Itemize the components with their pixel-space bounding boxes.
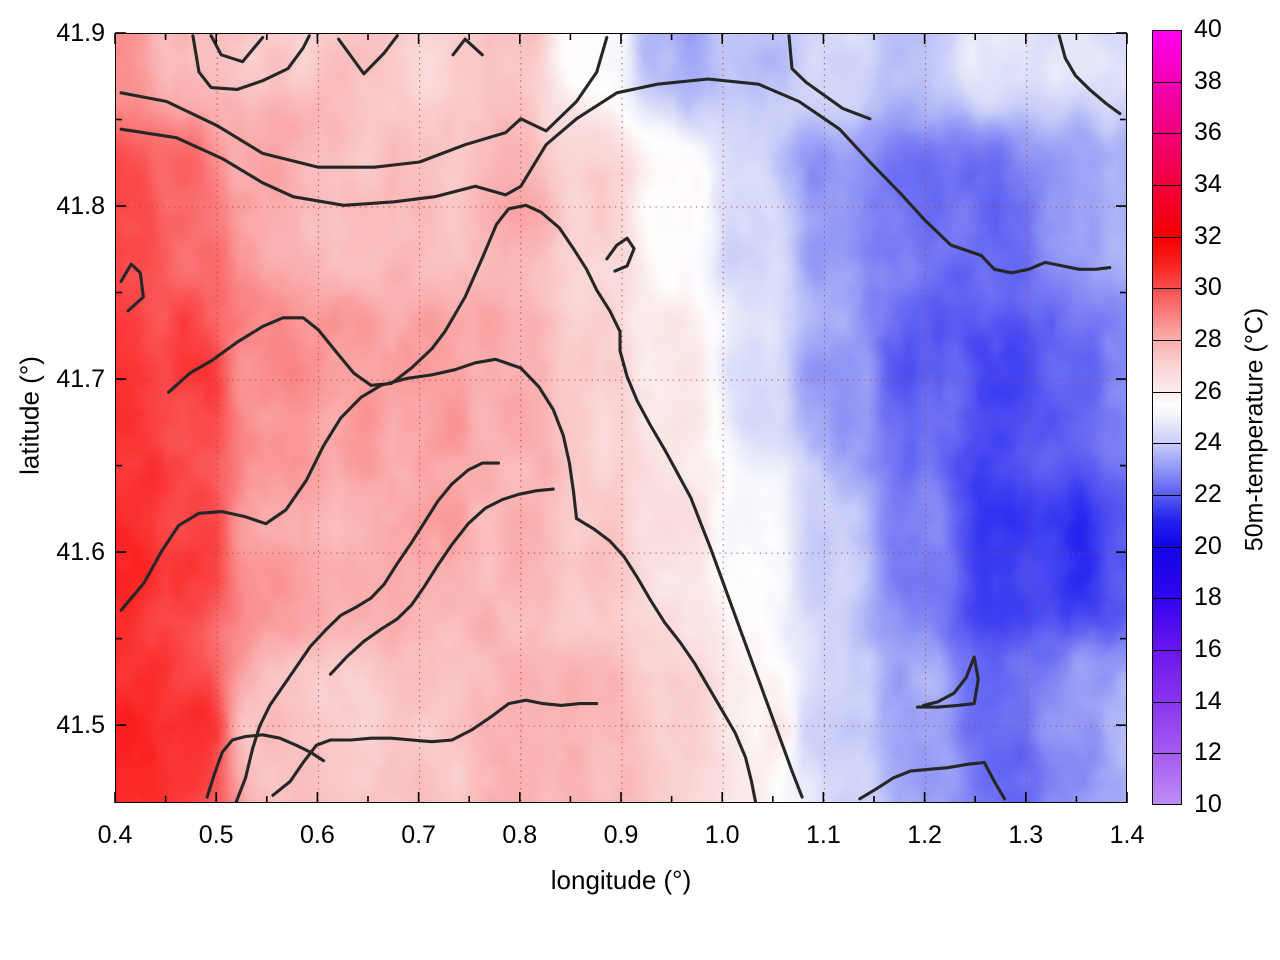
y-tick-label: 41.9 [56,19,105,47]
colorbar-tick [1153,81,1181,83]
colorbar-tick-label: 38 [1194,66,1222,95]
colorbar-tick [1153,185,1181,186]
y-tick-label: 41.8 [56,192,105,221]
colorbar-tick [1153,598,1181,600]
colorbar-tick [1153,133,1181,135]
colorbar-tick-label: 22 [1194,480,1222,508]
x-tick-label: 1.2 [907,821,942,849]
colorbar-tick [1153,443,1181,445]
colorbar-tick [1153,546,1181,548]
colorbar-tick [1153,650,1181,651]
plot-area [115,33,1127,803]
x-tick-label: 1.3 [1008,821,1044,849]
colorbar-tick-label: 26 [1194,376,1222,405]
colorbar-tick-label: 40 [1194,15,1222,43]
x-tick-label: 0.6 [300,821,335,849]
colorbar-tick-label: 16 [1194,635,1222,663]
colorbar-tick [1153,701,1181,703]
x-tick-label: 0.4 [97,821,133,849]
colorbar-tick [1153,391,1181,393]
contour-lines [119,34,1122,802]
x-axis-title: longitude (°) [550,865,692,895]
colorbar-tick [1153,288,1181,290]
colorbar-tick [1153,236,1181,238]
colorbar-tick-label: 12 [1194,738,1222,767]
y-tick-label: 41.5 [56,711,105,740]
colorbar-tick [1153,495,1181,496]
colorbar-tick-label: 28 [1194,325,1222,353]
x-tick-label: 1.0 [704,821,740,849]
x-tick-label: 1.1 [806,821,841,849]
colorbar-tick [1153,753,1181,755]
temperature-heatmap [116,34,1126,802]
colorbar [1152,30,1182,805]
colorbar-tick-label: 14 [1194,686,1222,715]
x-tick-label: 0.9 [603,821,639,849]
colorbar-tick-label: 30 [1194,273,1222,302]
colorbar-tick-label: 24 [1194,428,1222,457]
y-tick-label: 41.7 [56,365,105,394]
colorbar-title: 50m-temperature (°C) [1240,307,1269,552]
colorbar-tick [1153,340,1181,341]
x-tick-label: 1.4 [1109,821,1145,849]
x-tick-label: 0.8 [502,821,538,849]
colorbar-tick-label: 36 [1194,118,1222,147]
colorbar-tick-label: 34 [1194,170,1222,198]
y-axis-title: latitude (°) [14,356,45,475]
x-tick-label: 0.5 [198,821,234,849]
colorbar-tick-label: 20 [1194,531,1222,560]
colorbar-tick-label: 32 [1194,221,1222,250]
y-tick-label: 41.6 [56,538,105,567]
x-tick-label: 0.7 [401,821,436,849]
colorbar-tick-label: 10 [1194,790,1222,818]
colorbar-gradient [1153,31,1181,804]
colorbar-tick-label: 18 [1194,583,1222,612]
